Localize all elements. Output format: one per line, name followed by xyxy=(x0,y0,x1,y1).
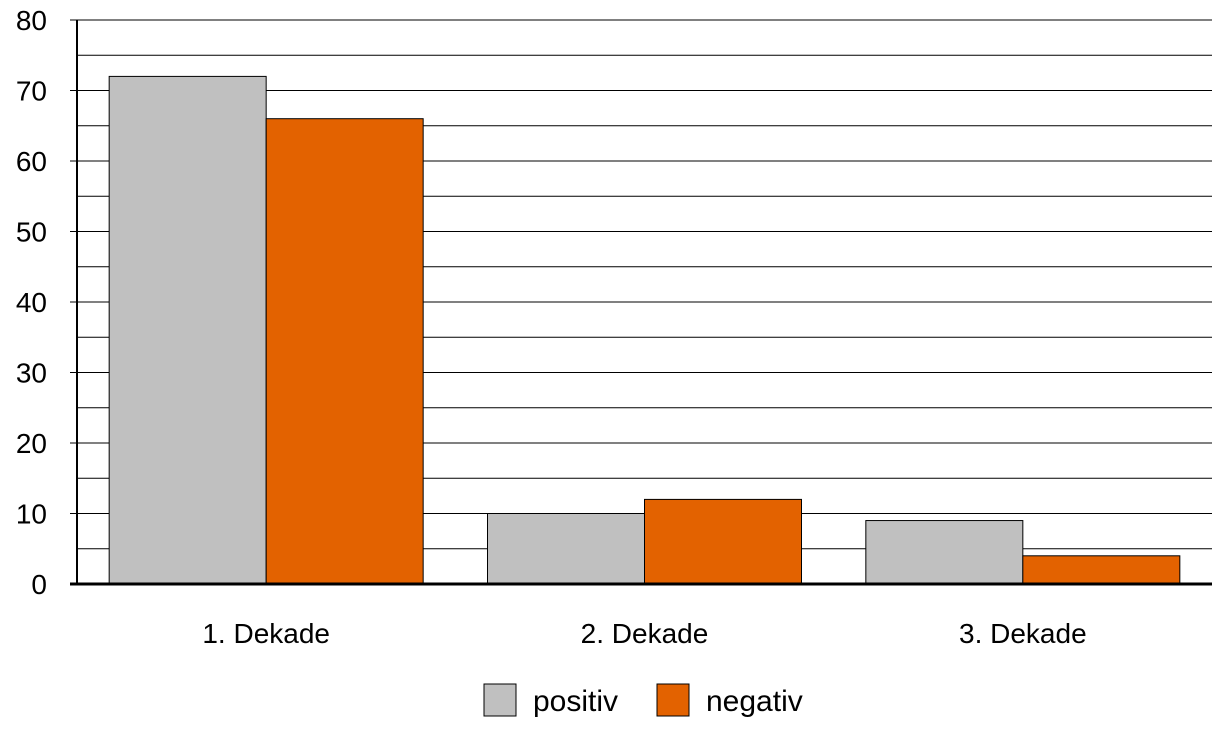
legend-label-negativ: negativ xyxy=(706,685,803,718)
y-tick-label: 40 xyxy=(16,287,47,318)
x-category-label: 3. Dekade xyxy=(959,618,1087,649)
axes xyxy=(70,19,1212,586)
y-tick-label: 50 xyxy=(16,217,47,248)
y-tick-labels: 0 10 20 30 40 50 60 70 80 xyxy=(16,5,47,600)
bar-positiv-2 xyxy=(487,513,645,585)
legend-label-positiv: positiv xyxy=(533,685,618,718)
bar-negativ-3 xyxy=(1022,555,1181,585)
bar-positiv-3 xyxy=(865,520,1024,585)
legend: positiv negativ xyxy=(483,683,803,718)
bar-negativ-1 xyxy=(265,118,424,585)
bars xyxy=(108,75,1181,585)
y-tick-label: 30 xyxy=(16,358,47,389)
y-tick-label: 70 xyxy=(16,76,47,107)
legend-swatch-positiv xyxy=(483,683,517,717)
y-tick-label: 80 xyxy=(16,5,47,36)
y-tick-label: 60 xyxy=(16,146,47,177)
x-category-label: 2. Dekade xyxy=(581,618,709,649)
bar-positiv-1 xyxy=(108,75,267,585)
y-tick-label: 10 xyxy=(16,499,47,530)
y-tick-label: 0 xyxy=(31,569,47,600)
x-category-label: 1. Dekade xyxy=(202,618,330,649)
y-tick-label: 20 xyxy=(16,428,47,459)
bar-negativ-2 xyxy=(644,498,802,585)
x-category-labels: 1. Dekade 2. Dekade 3. Dekade xyxy=(202,618,1086,649)
legend-swatch-negativ xyxy=(656,683,690,717)
